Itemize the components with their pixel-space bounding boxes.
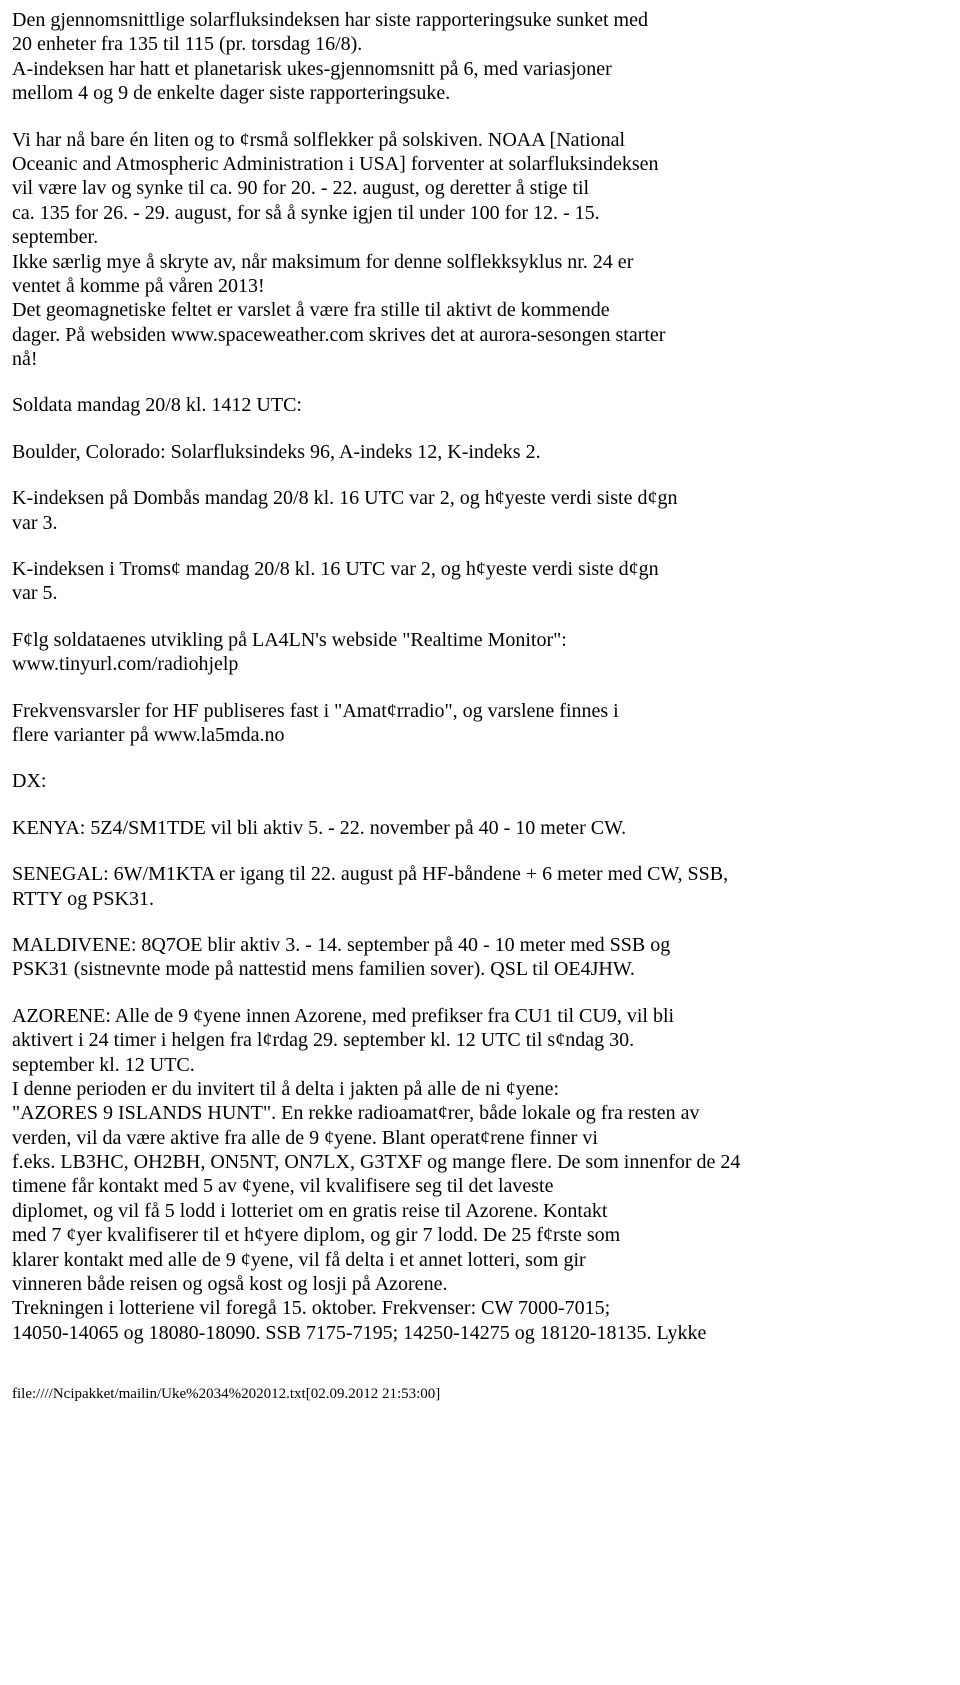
paragraph: Den gjennomsnittlige solarfluksindeksen … xyxy=(12,8,948,106)
document-page: Den gjennomsnittlige solarfluksindeksen … xyxy=(0,0,960,1411)
paragraph: AZORENE: Alle de 9 ¢yene innen Azorene, … xyxy=(12,1004,948,1345)
paragraph: Soldata mandag 20/8 kl. 1412 UTC: xyxy=(12,393,948,417)
paragraph: K-indeksen på Dombås mandag 20/8 kl. 16 … xyxy=(12,486,948,535)
paragraph: Boulder, Colorado: Solarfluksindeks 96, … xyxy=(12,440,948,464)
paragraph: Vi har nå bare én liten og to ¢rsmå solf… xyxy=(12,128,948,372)
paragraph: MALDIVENE: 8Q7OE blir aktiv 3. - 14. sep… xyxy=(12,933,948,982)
footer-path: file:////Ncipakket/mailin/Uke%2034%20201… xyxy=(12,1385,948,1403)
paragraph: KENYA: 5Z4/SM1TDE vil bli aktiv 5. - 22.… xyxy=(12,816,948,840)
paragraph: K-indeksen i Troms¢ mandag 20/8 kl. 16 U… xyxy=(12,557,948,606)
paragraph: DX: xyxy=(12,769,948,793)
paragraph: F¢lg soldataenes utvikling på LA4LN's we… xyxy=(12,628,948,677)
paragraph: Frekvensvarsler for HF publiseres fast i… xyxy=(12,699,948,748)
paragraph: SENEGAL: 6W/M1KTA er igang til 22. augus… xyxy=(12,862,948,911)
